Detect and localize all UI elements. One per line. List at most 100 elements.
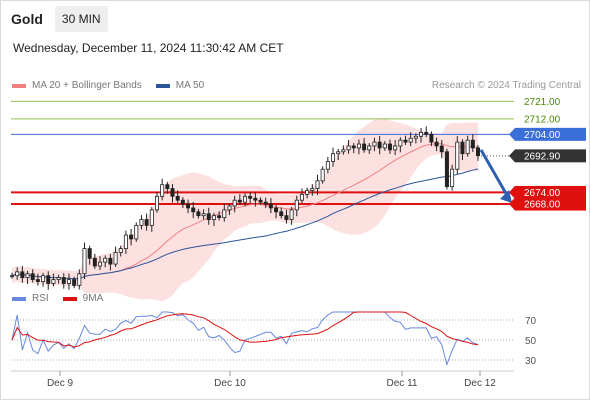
candle [113,246,118,267]
candle [299,188,304,204]
chart-datetime: Wednesday, December 11, 2024 11:30:42 AM… [13,41,284,55]
credit-text: Research © 2024 Trading Central [431,80,581,91]
legend-rsi-swatch [12,296,26,301]
candle [268,198,273,214]
candle [274,205,279,219]
candle [398,137,403,153]
candle [123,230,128,254]
ma50-line [11,168,479,280]
candle [320,166,325,184]
price-level-label: 2712.00 [524,114,561,125]
price-level-tag-pointer [509,185,515,199]
candle [25,270,30,285]
price-level-label: 2692.90 [524,151,561,162]
candle [310,184,315,196]
price-level-label: 2674.00 [524,188,561,199]
x-axis-label: Dec 9 [47,378,74,389]
rsi-level-label: 50 [525,336,537,347]
candle [439,139,444,159]
candle [258,197,263,206]
candle [346,139,351,154]
forecast-arrow-shaft [479,149,510,198]
candle [108,253,113,271]
candle [325,157,330,174]
timeframe-button[interactable]: 30 MIN [54,6,108,32]
legend-9ma-swatch [62,296,77,301]
candle [134,222,139,242]
candle [160,178,165,201]
candle [41,272,46,287]
candle [129,229,134,246]
x-axis-label: Dec 12 [464,378,496,389]
price-level-label: 2668.00 [524,200,561,211]
candle [248,191,253,204]
candle [72,276,77,289]
candle [460,139,465,161]
candle [367,143,372,154]
candle [356,139,361,155]
rsi-9ma-line [11,311,479,348]
candle [263,197,268,209]
candle [15,267,20,280]
chart-header: Gold 30 MIN [0,6,108,32]
rsi-line [11,311,479,367]
legend-ma20-swatch [12,83,26,88]
candle [61,273,66,289]
candle [393,139,398,156]
candle [413,133,418,144]
candle [98,256,103,271]
candle [118,245,123,257]
candle [331,147,336,167]
price-level-tag [515,149,586,163]
legend-ma50-swatch [155,83,170,88]
candle [87,245,92,265]
price-level-tag [515,185,586,199]
candle [455,136,460,175]
candle [434,137,439,152]
candle [186,199,191,214]
candle [305,187,310,199]
candle [465,135,470,157]
candle [227,203,232,216]
candle [362,138,367,153]
legend-ma20-label: MA 20 + Bollinger Bands [32,80,142,91]
candle [253,192,258,207]
candle [289,206,294,225]
x-axis-label: Dec 11 [387,378,418,389]
candle [450,164,455,191]
x-axis-label: Dec 10 [214,378,246,389]
candle [382,141,387,151]
candle [201,209,206,220]
candle [419,127,424,143]
candle [403,135,408,145]
price-level-lines [11,100,514,206]
candle [341,145,346,155]
candle [387,139,392,154]
price-level-tag [515,197,586,211]
rsi-legend: RSI 9MA [12,293,117,304]
candle [372,137,377,152]
rsi-level-label: 30 [525,356,537,367]
candle [242,193,247,207]
rsi-panel: 70 50 30 [11,311,537,367]
candle [165,181,170,194]
legend-ma50-label: MA 50 [175,80,205,91]
price-level-label: 2721.00 [524,97,561,108]
bollinger-band [12,117,478,302]
candle [206,207,211,225]
legend-ma50: MA 50 [155,80,205,91]
candle [191,201,196,219]
candle [149,206,154,232]
price-level-tag [515,127,586,141]
candle [139,215,144,230]
candle [336,148,341,161]
candle [315,174,320,195]
candle [424,126,429,138]
bollinger-band-layer [12,117,478,302]
candle [284,209,289,224]
legend-9ma-label: 9MA [82,293,104,304]
price-legend: MA 20 + Bollinger Bands MA 50 [12,80,218,91]
candle [444,148,449,190]
candle [175,190,180,204]
price-level-label: 2704.00 [524,130,561,141]
